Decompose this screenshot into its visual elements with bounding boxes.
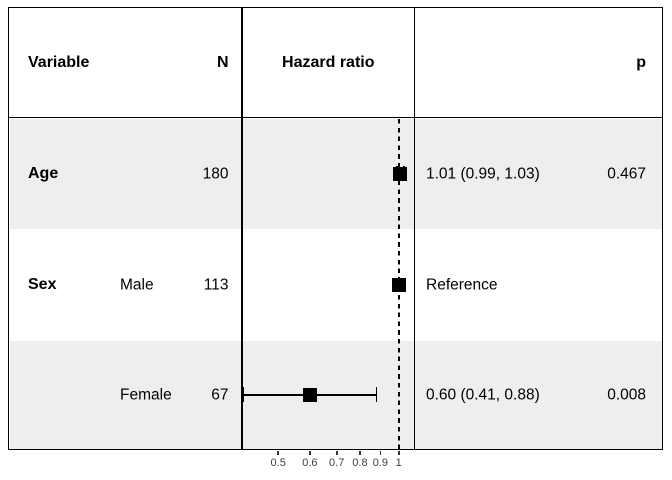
- x-axis-tick: [335, 450, 338, 455]
- row-estimate-label: 1.01 (0.99, 1.03): [426, 165, 540, 183]
- x-axis-tick: [397, 450, 400, 455]
- row-level-label: Female: [120, 386, 172, 404]
- col-header-p: p: [636, 53, 646, 71]
- row-n-value: 180: [202, 165, 229, 183]
- column-divider-right: [413, 7, 416, 450]
- x-axis-tick: [359, 450, 361, 455]
- row-n-value: 113: [203, 276, 229, 294]
- x-axis-tick: [379, 450, 382, 455]
- confidence-interval-cap: [242, 387, 245, 403]
- col-header-n: N: [216, 53, 229, 71]
- hazard-ratio-marker: [391, 277, 406, 292]
- row-estimate-label: 0.60 (0.41, 0.88): [426, 386, 540, 404]
- row-estimate-label: Reference: [426, 276, 498, 294]
- x-tick-label: 1: [395, 456, 402, 469]
- table-row: Age 180 1.01 (0.99, 1.03) 0.467: [9, 118, 662, 229]
- row-variable-label: Age: [28, 164, 59, 182]
- column-divider-left: [241, 7, 243, 450]
- col-header-variable: Variable: [28, 53, 90, 71]
- x-tick-label: 0.8: [352, 456, 368, 469]
- x-axis-tick: [309, 450, 311, 455]
- row-n-value: 67: [211, 386, 229, 404]
- x-tick-label: 0.5: [270, 456, 286, 469]
- header-separator-line: [8, 116, 663, 119]
- x-axis-tick: [277, 450, 279, 455]
- row-level-label: Male: [120, 276, 154, 294]
- table-header-row: Variable N Hazard ratio p: [10, 9, 662, 117]
- confidence-interval-cap: [375, 387, 378, 403]
- row-variable-label: Sex: [28, 275, 57, 293]
- row-p-value: 0.467: [607, 165, 646, 183]
- row-p-value: 0.008: [607, 386, 646, 404]
- hazard-ratio-marker: [393, 166, 408, 181]
- x-tick-label: 0.6: [302, 456, 318, 469]
- x-tick-label: 0.9: [372, 456, 389, 469]
- hazard-ratio-marker: [302, 387, 317, 402]
- table-row: Sex Male 113 Reference: [10, 229, 662, 341]
- x-tick-label: 0.7: [329, 456, 345, 469]
- col-header-hazard-ratio: Hazard ratio: [282, 53, 375, 71]
